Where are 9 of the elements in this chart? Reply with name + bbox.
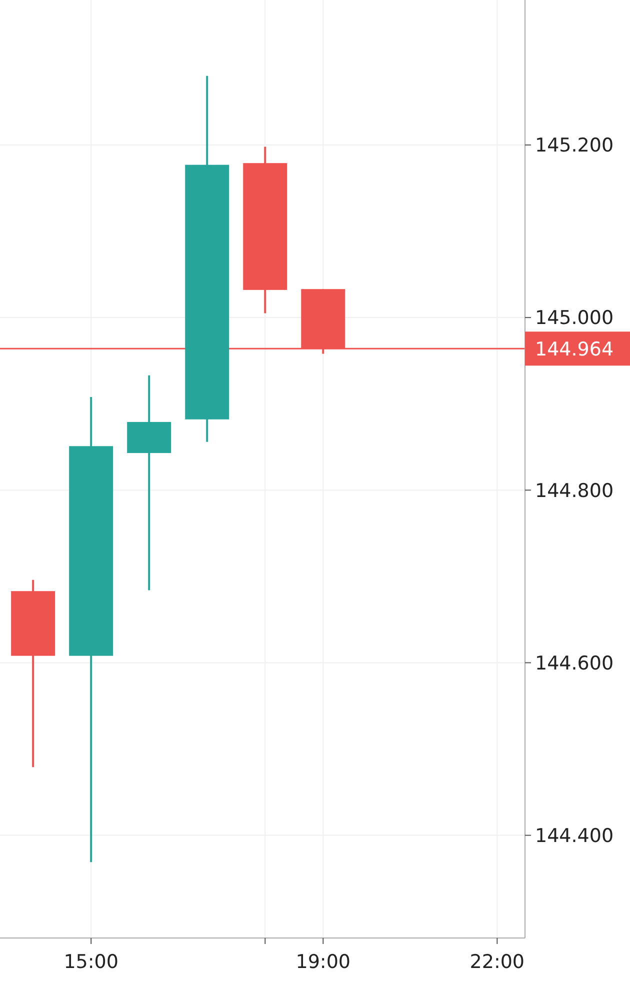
y-tick-label: 144.400	[535, 824, 614, 847]
ref-line-label: 144.964	[535, 338, 614, 360]
x-tick-label: 19:00	[296, 951, 351, 973]
y-tick-label: 144.600	[535, 652, 614, 674]
y-tick-label: 144.800	[535, 480, 614, 502]
y-tick-label: 145.000	[535, 307, 614, 330]
x-tick-label: 22:00	[470, 951, 525, 973]
x-tick-label: 15:00	[64, 951, 118, 973]
y-tick-label: 145.200	[535, 134, 614, 157]
